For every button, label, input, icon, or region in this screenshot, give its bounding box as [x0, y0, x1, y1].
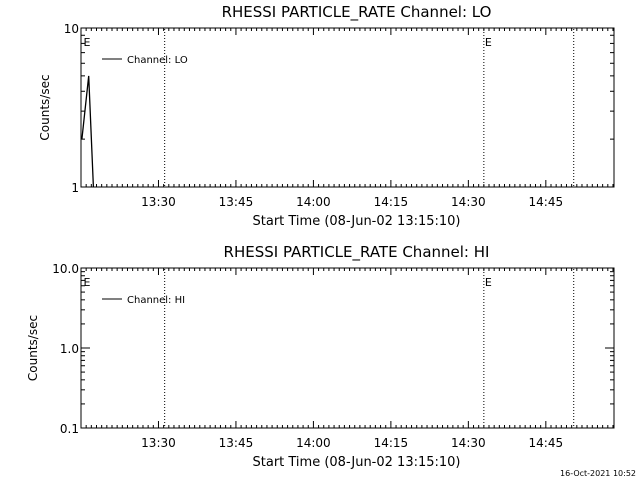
y-tick-label: 10.0	[52, 262, 79, 276]
lo-channel-panel: RHESSI PARTICLE_RATE Channel: LO 13:30 13:…	[38, 3, 615, 229]
event-marker-label: E	[485, 36, 492, 49]
y-tick-label: 1	[71, 181, 79, 195]
event-marker-label: E	[84, 276, 91, 289]
plot-frame	[80, 27, 615, 188]
x-tick-label: 14:00	[296, 195, 331, 209]
x-tick-label: 13:30	[141, 436, 176, 450]
event-marker-label: E	[485, 276, 492, 289]
event-marker-label: E	[84, 36, 91, 49]
x-tick-label: 13:45	[219, 195, 254, 209]
legend-label: Channel: LO	[127, 55, 188, 66]
x-tick-label: 14:30	[451, 436, 486, 450]
chart-title: RHESSI PARTICLE_RATE Channel: LO	[222, 3, 492, 22]
series-line	[81, 75, 95, 188]
legend-label: Channel: HI	[127, 295, 185, 306]
x-tick-label: 14:00	[296, 436, 331, 450]
x-axis-label: Start Time (08-Jun-02 13:15:10)	[253, 455, 461, 470]
y-axis-label: Counts/sec	[38, 74, 52, 140]
x-axis-label: Start Time (08-Jun-02 13:15:10)	[253, 214, 461, 229]
x-tick-label: 13:30	[141, 195, 176, 209]
x-tick-label: 14:45	[529, 195, 564, 209]
y-tick-label: 10	[64, 22, 79, 36]
y-tick-label: 1.0	[60, 342, 79, 356]
timestamp: 16-Oct-2021 10:52	[560, 469, 636, 478]
y-axis-label: Counts/sec	[26, 315, 40, 381]
x-tick-label: 14:45	[529, 436, 564, 450]
x-tick-label: 14:15	[374, 436, 409, 450]
hi-channel-panel: RHESSI PARTICLE_RATE Channel: HI 13:30 13:…	[26, 243, 615, 470]
x-tick-label: 13:45	[219, 436, 254, 450]
chart-title: RHESSI PARTICLE_RATE Channel: HI	[224, 243, 490, 262]
y-tick-label: 0.1	[60, 422, 79, 436]
x-tick-label: 14:30	[451, 195, 486, 209]
x-tick-label: 14:15	[374, 195, 409, 209]
plot-frame	[80, 267, 615, 429]
